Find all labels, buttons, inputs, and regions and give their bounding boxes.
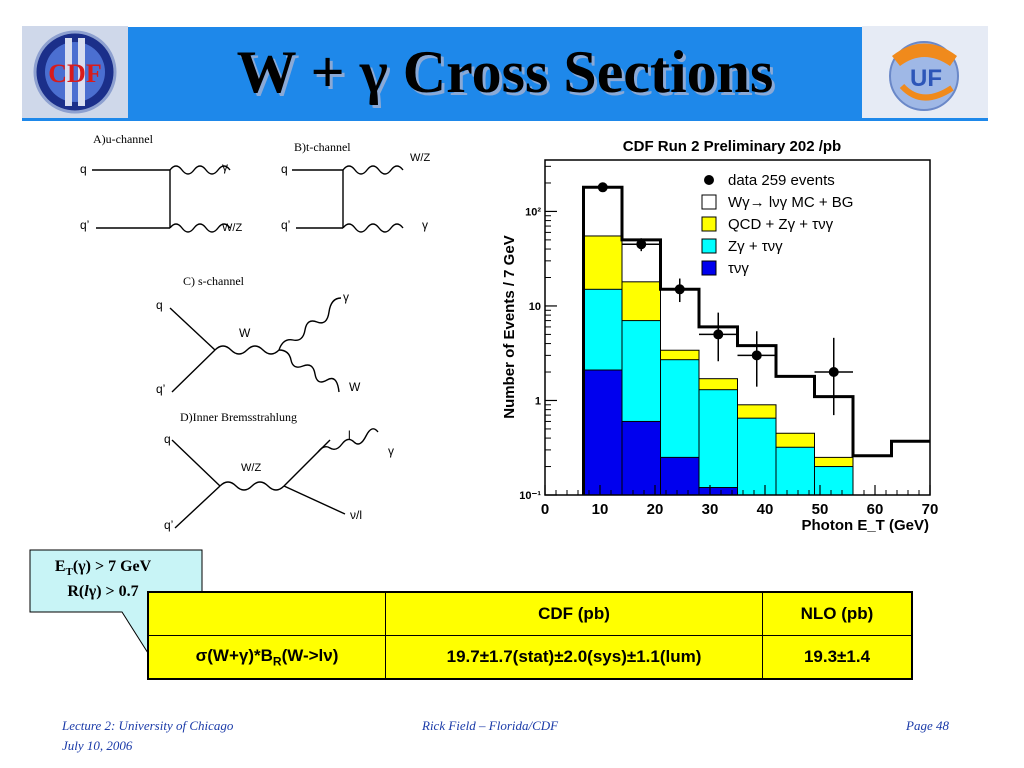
title-bar: W + γ Cross Sections [22,26,988,119]
bar-2-4 [737,417,777,496]
data-points [583,182,853,416]
footer-left-line1: Lecture 2: University of Chicago [62,718,234,733]
data-point-3 [713,329,724,340]
diagram-d-label: D)Inner Bremsstrahlung [180,410,297,424]
diagram-a-q: q [80,162,87,176]
mc-outline [582,185,930,495]
legend-entry-1: QCD + Zγ + τνγ [728,216,834,233]
legend-marker-data [704,175,714,185]
bar-3-0 [583,369,623,496]
x-ticks: 0 10 20 30 40 50 60 70 [541,485,939,518]
data-point-0 [597,182,608,193]
y-tick-label-1: 1 [535,395,541,407]
diagram-d-gamma: γ [388,444,394,458]
diagram-d-l: l [348,428,351,442]
diagram-c-gamma: γ [343,290,349,304]
title-underline [22,118,988,121]
table-header-nlo: NLO (pb) [762,591,913,636]
diagram-c-label: C) s-channel [183,274,244,288]
x-tick-label-1: 10 [592,501,609,518]
y-tick-label-3: 10² [525,206,541,218]
diagram-d-wz: W/Z [241,462,262,474]
table-cdf-value: 19.7±1.7(stat)±2.0(sys)±1.1(lum) [385,635,763,680]
callout-line2: R(lγ) > 0.7 [67,583,139,601]
legend-swatch-0 [701,194,717,210]
page-title: W + γ Cross Sections [236,39,774,105]
legend-entry-0: Wγ→ lνγ MC + BG [728,194,853,211]
diagram-a-qprime: q’ [80,218,90,232]
table-header-empty [147,591,386,636]
callout-line1: ET(γ) > 7 GeV [54,558,152,579]
data-point-2 [674,284,685,295]
data-point-1 [636,239,647,250]
diagram-c-q: q [156,298,163,312]
diagram-d-qprime: q’ [164,518,174,532]
uf-logo: UF [862,26,988,118]
x-tick-label-6: 60 [867,501,884,518]
x-tick-label-0: 0 [541,501,549,518]
y-tick-label-0: 10⁻¹ [519,490,541,502]
cross-section-table: CDF (pb) NLO (pb) σ(W+γ)*BR(W->lν) 19.7±… [147,591,913,680]
footer-center: Rick Field – Florida/CDF [422,718,559,733]
cdf-logo: CDF [22,26,128,118]
bar-3-1 [621,420,661,496]
diagram-d-nu: ν/l [350,508,362,522]
diagram-b-label: B)t-channel [294,140,351,154]
footer-left-line2: July 10, 2006 [62,738,133,753]
legend-entry-data: data 259 events [728,172,835,189]
footer-right: Page 48 [906,718,949,733]
legend-swatch-3 [701,260,717,276]
data-point-5 [828,367,839,378]
photon-et-histogram: CDF Run 2 Preliminary 202 /pb 0 10 20 30 40 5… [488,125,944,545]
x-tick-label-2: 20 [647,501,664,518]
diagram-c-w-internal: W [239,326,251,340]
bar-2-5 [775,446,815,496]
diagram-b-wz: W/Z [410,152,431,164]
diagram-b-gamma: γ [422,218,428,232]
y-axis-label: Number of Events / 7 GeV [501,235,518,418]
callout-text: ET(γ) > 7 GeV R(lγ) > 0.7 [30,557,176,602]
diagram-c-w-out: W [349,380,361,394]
cdf-logo-text: CDF [48,59,101,88]
diagram-b-qprime: q’ [281,218,291,232]
uf-logo-text: UF [910,65,942,92]
x-tick-label-3: 30 [702,501,719,518]
bar-3-2 [660,456,700,496]
diagram-a-gamma: γ [222,160,228,174]
legend-swatch-2 [701,238,717,254]
x-tick-label-7: 70 [922,501,939,518]
legend-entry-2: Zγ + τνγ [728,238,783,255]
bar-2-6 [814,466,854,496]
x-tick-label-4: 40 [757,501,774,518]
diagram-b-q: q [281,162,288,176]
table-row-label: σ(W+γ)*BR(W->lν) [147,635,386,680]
y-ticks: 10⁻¹ 1 10 10² [519,165,557,502]
y-tick-label-2: 10 [529,301,541,313]
table-header-cdf: CDF (pb) [385,591,763,636]
chart-title: CDF Run 2 Preliminary 202 /pb [623,138,841,155]
diagram-a-label: A)u-channel [93,132,153,146]
plot-frame [544,159,931,496]
data-point-4 [751,350,762,361]
table-row: σ(W+γ)*BR(W->lν) 19.7±1.7(stat)±2.0(sys)… [147,635,913,680]
legend: data 259 events Wγ→ lνγ MC + BG QCD + Zγ +… [701,172,853,277]
legend-entry-3: τνγ [728,260,749,277]
diagram-a-wz: W/Z [222,222,243,234]
table-nlo-value: 19.3±1.4 [762,635,913,680]
table-header-row: CDF (pb) NLO (pb) [147,591,913,636]
x-axis-label: Photon E_T (GeV) [802,517,930,534]
bar-2-3 [698,389,738,496]
legend-swatch-1 [701,216,717,232]
x-tick-label-5: 50 [812,501,829,518]
histogram-bars [583,235,854,496]
mc-bg-step-line [582,185,930,495]
diagram-c-qprime: q’ [156,382,166,396]
diagram-d-q: q [164,432,171,446]
